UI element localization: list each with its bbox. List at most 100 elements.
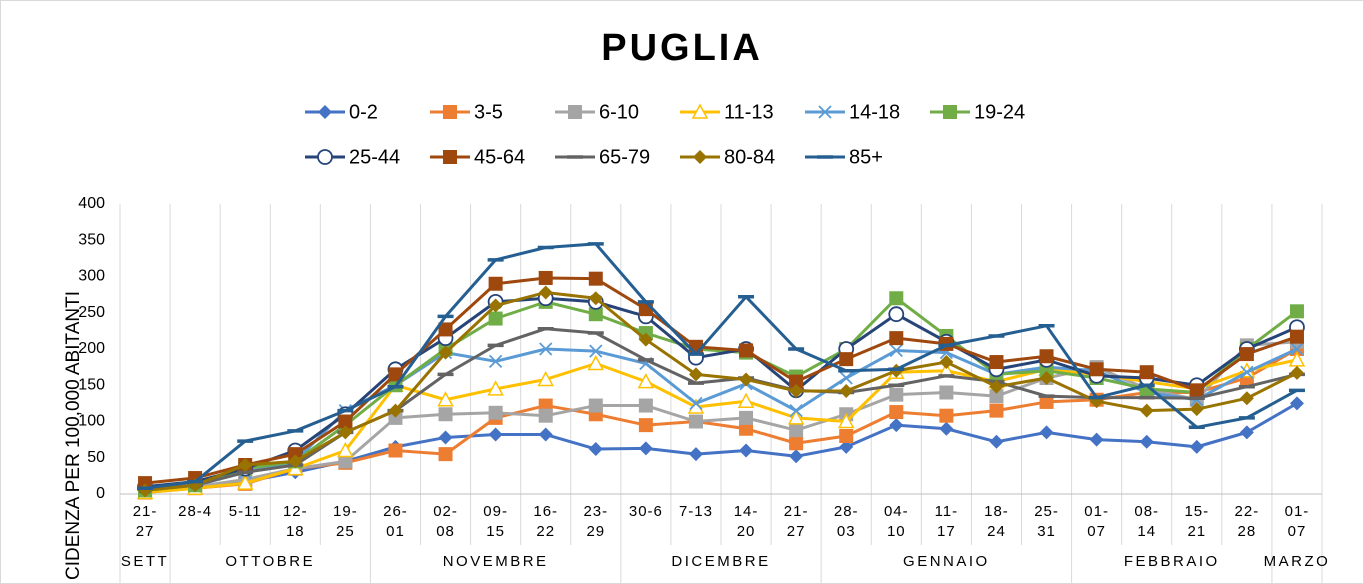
marker [638, 441, 653, 456]
series-line [144, 290, 1298, 492]
marker [889, 291, 904, 306]
x-tick-label: 08- [1134, 503, 1159, 520]
x-tick-label: 18 [286, 523, 305, 540]
marker [939, 385, 954, 400]
marker [688, 367, 703, 382]
marker [789, 436, 804, 451]
x-tick-label: 20 [737, 523, 756, 540]
marker [588, 291, 603, 306]
series-line [144, 296, 1298, 489]
marker [737, 392, 755, 408]
legend-label: 11-13 [724, 101, 774, 123]
marker [388, 403, 403, 418]
legend-marker [818, 105, 832, 119]
marker [538, 270, 553, 285]
x-tick-label: 7-13 [679, 503, 713, 520]
legend-label: 80-84 [724, 146, 775, 168]
marker [1039, 363, 1054, 378]
y-tick-label: 400 [78, 195, 105, 212]
marker [1289, 304, 1304, 319]
marker [438, 430, 453, 445]
marker [787, 409, 805, 425]
marker [1289, 396, 1304, 411]
marker [789, 384, 804, 399]
marker [338, 425, 353, 440]
x-tick-label: 28-4 [178, 503, 212, 520]
marker [989, 403, 1004, 418]
marker [588, 271, 603, 286]
marker [989, 355, 1004, 370]
x-tick-label: 19- [333, 503, 358, 520]
marker [488, 354, 503, 368]
marker [789, 449, 804, 464]
marker [889, 343, 903, 358]
x-tick-label: 24 [987, 523, 1006, 540]
marker [638, 332, 653, 347]
legend-marker [317, 149, 333, 165]
marker [438, 407, 453, 422]
x-tick-label: 02- [433, 503, 458, 520]
marker [889, 387, 904, 402]
marker [587, 354, 605, 371]
marker [388, 443, 403, 458]
marker [589, 344, 603, 358]
x-tick-label: 17 [937, 523, 956, 540]
x-tick-label: 26- [383, 503, 408, 520]
series-line [144, 296, 1298, 492]
marker [537, 370, 554, 387]
x-tick-label: 18- [984, 503, 1009, 520]
marker [637, 373, 655, 389]
x-tick-label: 5-11 [229, 503, 262, 520]
marker [888, 306, 905, 323]
marker [539, 342, 553, 356]
marker [989, 379, 1004, 394]
marker [1039, 349, 1054, 364]
marker [839, 352, 854, 367]
marker [739, 343, 754, 358]
x-tick-label: 27 [136, 523, 155, 540]
marker [1089, 362, 1104, 377]
marker [739, 443, 754, 458]
marker [638, 418, 653, 433]
month-label: NOVEMBRE [443, 553, 549, 570]
marker [488, 298, 503, 313]
marker [1089, 432, 1104, 447]
x-tick-label: 23- [583, 503, 608, 520]
marker [438, 322, 453, 337]
marker [638, 398, 653, 413]
marker [989, 389, 1004, 404]
x-tick-label: 21 [1187, 523, 1206, 540]
legend-marker [691, 103, 709, 119]
marker [739, 372, 754, 387]
marker [338, 454, 353, 469]
legend-marker [943, 105, 957, 119]
marker [1039, 394, 1054, 409]
marker [438, 345, 453, 360]
y-tick-label: 50 [87, 449, 105, 466]
legend-marker [443, 150, 457, 164]
marker [1139, 434, 1154, 449]
marker [487, 380, 504, 396]
legend-label: 45-64 [474, 146, 525, 168]
marker [889, 405, 904, 420]
marker [488, 427, 503, 442]
x-tick-label: 30-6 [629, 503, 663, 520]
legend-label: 85+ [849, 146, 883, 168]
legend-label: 0-2 [349, 101, 378, 123]
marker [939, 355, 954, 370]
marker [989, 434, 1004, 449]
x-tick-label: 07 [1288, 523, 1307, 540]
marker [688, 414, 703, 429]
marker [889, 418, 904, 433]
marker [588, 307, 603, 322]
legend-marker [568, 105, 582, 119]
marker [839, 439, 854, 454]
x-tick-label: 31 [1037, 523, 1056, 540]
marker [588, 398, 603, 413]
marker [338, 414, 353, 429]
marker [238, 458, 253, 472]
x-tick-label: 22- [1235, 503, 1260, 520]
marker [538, 285, 553, 300]
